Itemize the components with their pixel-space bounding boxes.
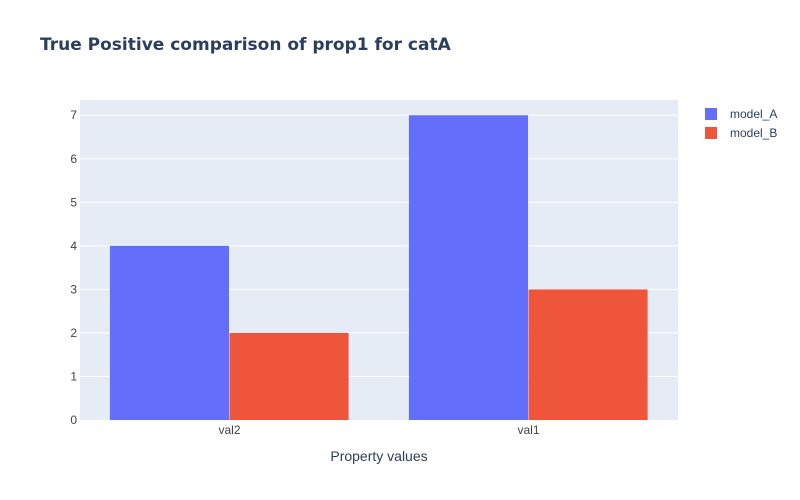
- legend-label: model_B: [730, 126, 777, 140]
- legend-swatch: [705, 127, 717, 139]
- legend-swatch: [705, 108, 717, 120]
- x-axis-title: Property values: [330, 448, 427, 464]
- y-tick-label: 4: [70, 239, 77, 253]
- bar-model_A-val1[interactable]: [408, 115, 528, 420]
- y-tick-label: 0: [70, 413, 77, 427]
- x-tick-label: val1: [517, 423, 539, 437]
- legend-label: model_A: [730, 107, 777, 121]
- chart-title: True Positive comparison of prop1 for ca…: [40, 35, 452, 55]
- y-tick-label: 3: [70, 282, 77, 296]
- x-tick-label: val2: [218, 423, 240, 437]
- y-axis-ticks: 0 1 2 3 4 5 6 7: [70, 108, 77, 427]
- bar-model_A-val2[interactable]: [109, 245, 229, 420]
- bars: [109, 115, 648, 420]
- y-tick-label: 6: [70, 152, 77, 166]
- x-axis-ticks: val2 val1: [218, 423, 539, 437]
- legend[interactable]: model_A model_B: [705, 107, 777, 140]
- bar-model_B-val1[interactable]: [528, 289, 648, 420]
- y-tick-label: 2: [70, 326, 77, 340]
- bar-model_B-val2[interactable]: [229, 332, 349, 420]
- y-tick-label: 7: [70, 108, 77, 122]
- legend-item-model_A[interactable]: model_A: [705, 107, 777, 121]
- y-tick-label: 1: [70, 369, 77, 383]
- legend-item-model_B[interactable]: model_B: [705, 126, 777, 140]
- y-tick-label: 5: [70, 195, 77, 209]
